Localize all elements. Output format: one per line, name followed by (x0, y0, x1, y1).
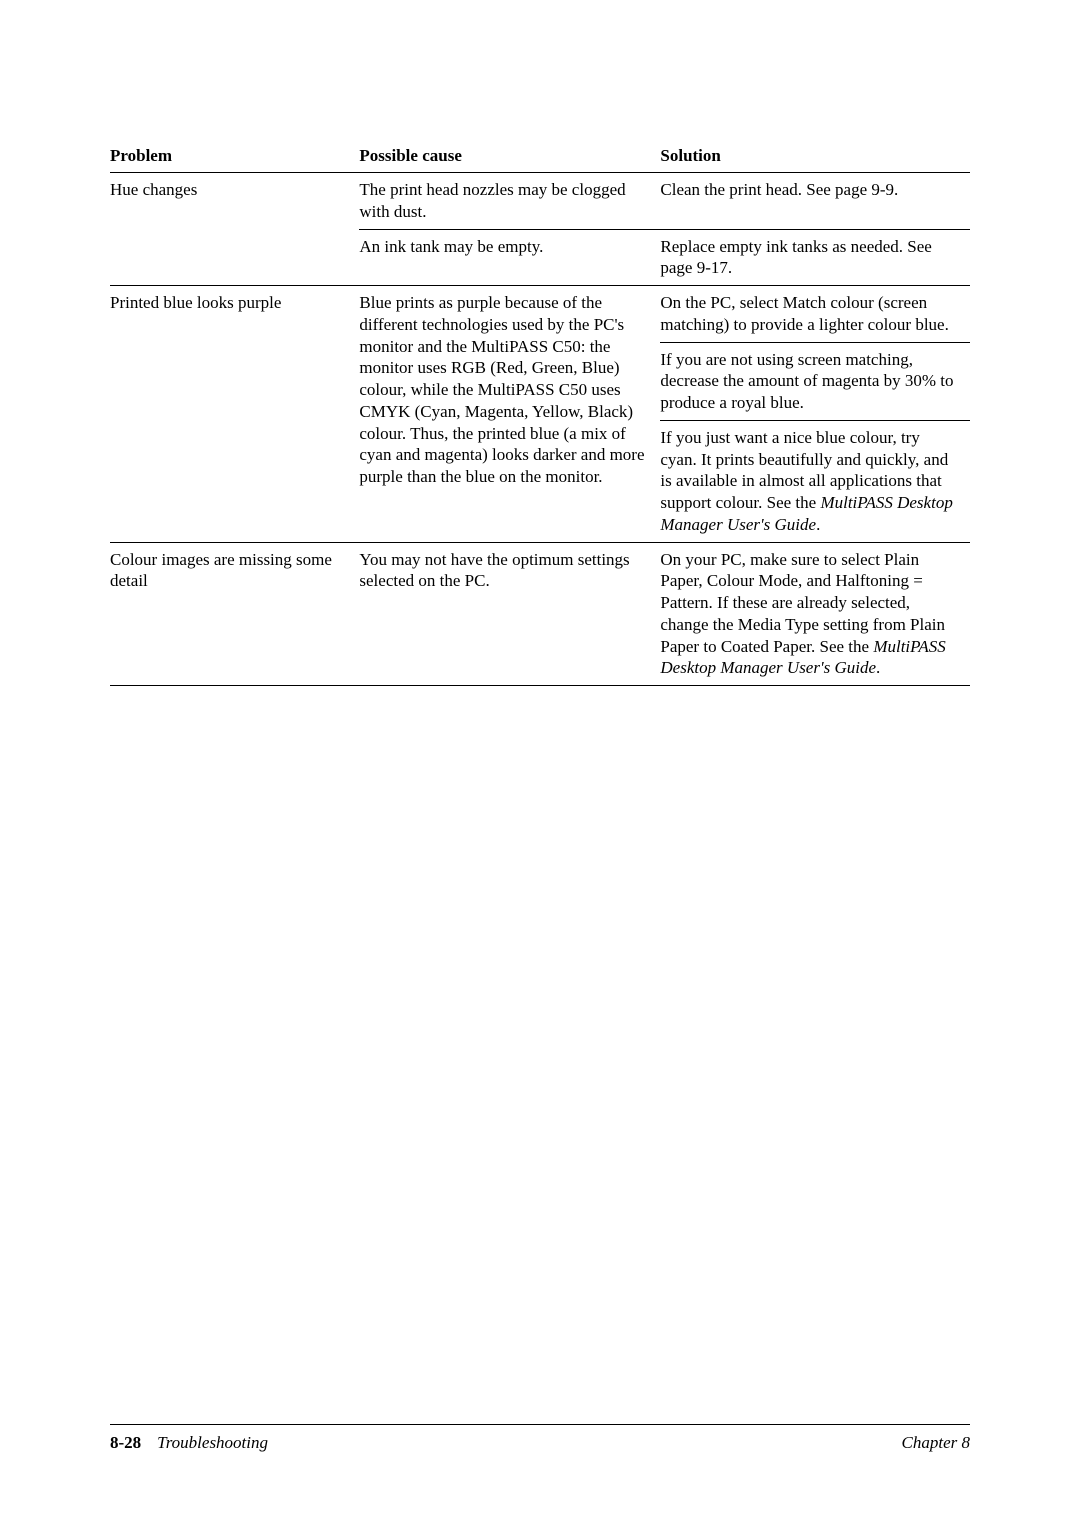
problem-cell: Hue changes (110, 173, 359, 286)
solution-suffix: . (816, 515, 820, 534)
cause-cell: An ink tank may be empty. (359, 229, 660, 286)
header-solution: Solution (660, 140, 970, 173)
cause-cell: The print head nozzles may be clogged wi… (359, 173, 660, 230)
problem-cell: Printed blue looks purple (110, 286, 359, 543)
cause-cell: You may not have the optimum settings se… (359, 542, 660, 686)
table-row: Printed blue looks purple Blue prints as… (110, 286, 970, 343)
footer-left: 8-28 Troubleshooting (110, 1433, 268, 1453)
table-row: Hue changes The print head nozzles may b… (110, 173, 970, 230)
solution-cell: Replace empty ink tanks as needed. See p… (660, 229, 970, 286)
solution-cell: On the PC, select Match colour (screen m… (660, 286, 970, 343)
problem-cell: Colour images are missing some detail (110, 542, 359, 686)
header-cause: Possible cause (359, 140, 660, 173)
section-title: Troubleshooting (141, 1433, 268, 1453)
page-number: 8-28 (110, 1433, 141, 1453)
solution-cell: On your PC, make sure to select Plain Pa… (660, 542, 970, 686)
page-container: Problem Possible cause Solution Hue chan… (0, 0, 1080, 1528)
troubleshooting-table: Problem Possible cause Solution Hue chan… (110, 140, 970, 686)
solution-cell: If you are not using screen matching, de… (660, 342, 970, 420)
solution-suffix: . (876, 658, 880, 677)
cause-cell: Blue prints as purple because of the dif… (359, 286, 660, 543)
solution-cell: If you just want a nice blue colour, try… (660, 420, 970, 542)
chapter-label: Chapter 8 (902, 1433, 970, 1453)
page-footer: 8-28 Troubleshooting Chapter 8 (110, 1424, 970, 1453)
table-row: Colour images are missing some detail Yo… (110, 542, 970, 686)
header-problem: Problem (110, 140, 359, 173)
solution-cell: Clean the print head. See page 9-9. (660, 173, 970, 230)
table-header-row: Problem Possible cause Solution (110, 140, 970, 173)
